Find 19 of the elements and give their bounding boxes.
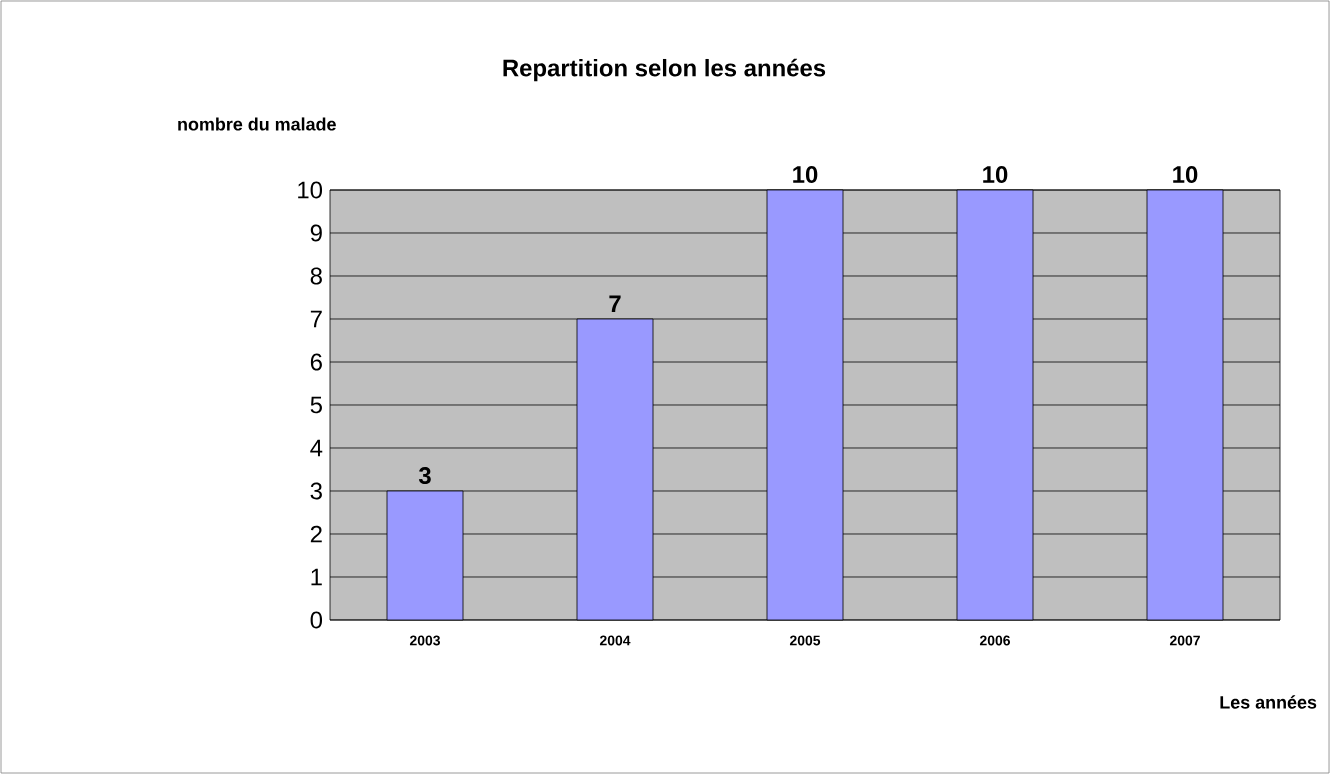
y-tick-label: 1 (311, 568, 322, 586)
data-label: 10 (983, 166, 1008, 183)
y-tick-label: 10 (298, 181, 323, 199)
y-tick-label: 5 (310, 396, 322, 414)
y-tick-label: 9 (310, 224, 322, 242)
y-tick-label: 6 (310, 353, 322, 371)
y-tick-label: 0 (310, 611, 323, 629)
y-tick-label: 7 (310, 310, 322, 328)
y-axis-title: nombre du malade (178, 117, 336, 131)
y-tick-label: 3 (310, 482, 322, 500)
data-label: 3 (418, 467, 431, 484)
data-label: 10 (793, 166, 818, 183)
y-tick-label: 4 (310, 439, 323, 457)
chart-title: Repartition selon les années (503, 58, 826, 82)
data-label: 10 (1173, 166, 1198, 183)
x-axis-title: Les années (1220, 695, 1317, 709)
y-tick-label: 8 (310, 267, 322, 285)
y-tick-label: 2 (310, 525, 322, 543)
data-label: 7 (609, 295, 621, 312)
